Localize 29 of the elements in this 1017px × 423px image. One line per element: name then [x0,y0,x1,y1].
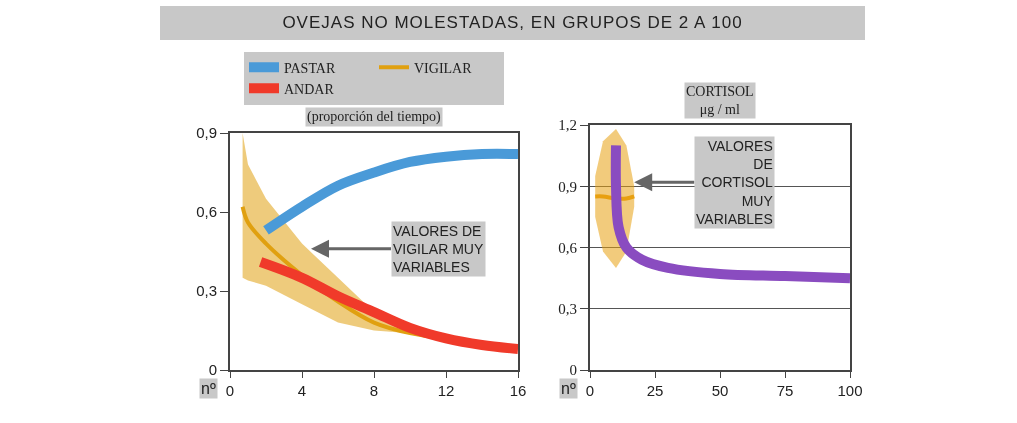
y-tick-label: 0 [208,361,217,379]
x-tick-label: 0 [585,382,595,399]
y-tick-label: 0,9 [196,124,217,142]
legend-label: PASTAR [284,60,336,76]
x-tick-label: 0 [225,382,235,399]
y-tick-label: 0,3 [196,282,217,300]
x-tick-label: 8 [369,382,379,399]
x-axis-title: nº [201,380,216,397]
x-tick-label: 75 [776,382,794,399]
x-tick-label: 50 [711,382,729,399]
annotation: VALORES DE CORTISOL MUY VARIABLES [696,138,774,227]
y-axis-title: (proporción del tiempo) [307,109,442,125]
y-tick-label: 1,2 [558,117,577,134]
x-tick-label: 16 [509,382,527,399]
y-tick-label: 0,6 [558,239,578,256]
y-tick-label: 0,6 [196,203,217,221]
y-tick-label: 0 [569,362,577,379]
x-tick-label: 100 [837,382,863,399]
x-tick-label: 12 [437,382,455,399]
y-tick-label: 0,9 [558,178,577,195]
y-axis-title: CORTISOL μg / ml [686,84,754,118]
annotation: VALORES DE VIGILAR MUY VARIABLES [393,223,484,276]
x-tick-label: 4 [297,382,307,399]
y-tick-label: 0,3 [558,301,577,317]
legend-label: VIGILAR [414,60,473,76]
x-axis-title: nº [561,380,576,397]
x-tick-label: 25 [646,382,664,399]
chart-title: OVEJAS NO MOLESTADAS, EN GRUPOS DE 2 A 100 [160,6,865,40]
legend-label: ANDAR [284,81,335,97]
